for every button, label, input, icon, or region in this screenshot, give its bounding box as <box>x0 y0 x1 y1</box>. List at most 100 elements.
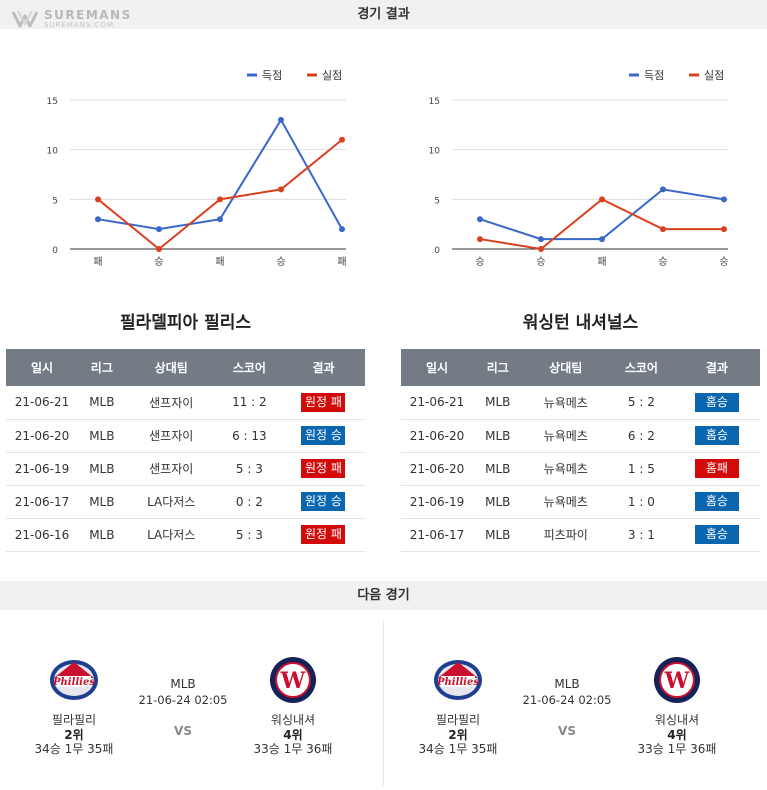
match-info: MLB 21-06-24 02:05 VS <box>517 676 617 738</box>
legend-label-conceded: 실점 <box>322 69 342 82</box>
row-opponent: 뉴욕메츠 <box>522 485 609 519</box>
x-tick-label: 승 <box>154 256 163 268</box>
divider <box>383 621 384 786</box>
legend-label-conceded: 실점 <box>704 69 724 82</box>
row-league: MLB <box>78 386 126 420</box>
table-row: 21-06-16 MLB LA다저스 5 : 3 원정 패 <box>6 518 365 552</box>
result-badge: 홈패 <box>694 459 739 478</box>
row-opponent: LA다저스 <box>125 518 217 552</box>
row-result: 원정 패 <box>281 386 365 420</box>
y-tick-label: 5 <box>52 196 58 206</box>
row-league: MLB <box>78 485 126 519</box>
row-date: 21-06-17 <box>401 518 473 552</box>
data-point-scored <box>156 226 162 233</box>
row-date: 21-06-20 <box>401 419 473 453</box>
row-result: 홈승 <box>673 386 760 420</box>
col-result: 결과 <box>673 349 760 386</box>
series-line-scored <box>97 117 343 231</box>
data-point-scored <box>217 216 223 223</box>
col-result: 결과 <box>281 349 365 386</box>
nationals-logo-icon: W <box>267 654 319 706</box>
y-tick-label: 10 <box>429 147 441 157</box>
home-team[interactable]: Phillies 필라필리 2위 34승 1무 35패 <box>398 654 518 756</box>
result-badge: 홈승 <box>694 426 739 445</box>
away-team[interactable]: W 워싱내셔 4위 33승 1무 36패 <box>617 654 737 756</box>
row-date: 21-06-19 <box>401 485 473 519</box>
result-badge: 원정 승 <box>301 426 346 445</box>
row-opponent: 샌프자이 <box>125 452 217 486</box>
away-team-record: 33승 1무 36패 <box>253 742 333 756</box>
y-tick-label: 15 <box>47 97 58 107</box>
home-team-record: 34승 1무 35패 <box>34 742 114 756</box>
table-row: 21-06-21 MLB 뉴욕메츠 5 : 2 홈승 <box>401 386 760 420</box>
svg-text:W: W <box>664 668 690 694</box>
row-date: 21-06-19 <box>6 452 78 486</box>
row-result: 원정 패 <box>281 518 365 552</box>
row-date: 21-06-17 <box>6 485 78 519</box>
brand-url: SUREMANS.COM <box>44 21 115 29</box>
next-match-card[interactable]: Phillies 필라필리 2위 34승 1무 35패 MLB 21-06-24… <box>384 640 767 790</box>
x-tick-label: 승 <box>719 256 728 268</box>
row-league: MLB <box>78 452 126 486</box>
result-badge: 원정 패 <box>301 392 346 412</box>
data-point-conceded <box>477 236 483 243</box>
phillies-logo-icon: Phillies <box>48 654 100 706</box>
recent-results-table-right: 일시 리그 상대팀 스코어 결과 21-06-21 MLB 뉴욕메츠 5 : 2 홈승 2… <box>401 349 760 552</box>
col-score: 스코어 <box>216 349 282 386</box>
brand-logo[interactable]: SUREMANS SUREMANS.COM <box>10 8 132 30</box>
vs-label: VS <box>558 724 576 738</box>
row-opponent: 뉴욕메츠 <box>522 419 609 453</box>
table-row: 21-06-20 MLB 샌프자이 6 : 13 원정 승 <box>6 419 365 453</box>
nationals-logo-icon: W <box>651 654 703 706</box>
data-point-scored <box>477 216 483 223</box>
y-tick-label: 10 <box>47 147 59 157</box>
col-opponent: 상대팀 <box>522 349 609 386</box>
home-team[interactable]: Phillies 필라필리 2위 34승 1무 35패 <box>14 654 134 756</box>
team-title-left: 필라델피아 필리스 <box>119 313 252 333</box>
row-score: 1 : 5 <box>608 452 674 486</box>
chart-right: 득점 실점 15 10 5 0 승 승 패 승 승 <box>390 58 760 288</box>
data-point-scored <box>721 196 727 203</box>
row-result: 홈승 <box>673 419 760 453</box>
home-team-rank: 2위 <box>64 728 84 742</box>
x-tick-label: 승 <box>658 256 667 268</box>
next-match-card[interactable]: Phillies 필라필리 2위 34승 1무 35패 MLB 21-06-24… <box>0 640 383 790</box>
svg-text:W: W <box>280 668 306 694</box>
row-league: MLB <box>473 518 523 552</box>
row-score: 5 : 3 <box>216 518 282 552</box>
row-date: 21-06-21 <box>6 386 78 420</box>
line-chart-left: 득점 실점 15 10 5 0 패 승 패 승 패 <box>47 69 347 268</box>
away-team-rank: 4위 <box>283 728 303 742</box>
row-date: 21-06-20 <box>6 419 78 453</box>
away-team-name: 워싱내셔 <box>654 713 700 727</box>
data-point-scored <box>538 236 544 243</box>
data-point-scored <box>95 216 101 223</box>
chart-legend: 득점 실점 <box>247 69 342 82</box>
row-result: 홈승 <box>673 518 760 552</box>
table-row: 21-06-19 MLB 뉴욕메츠 1 : 0 홈승 <box>401 485 760 519</box>
x-tick-label: 패 <box>93 256 102 268</box>
data-point-conceded <box>660 226 666 233</box>
home-team-rank: 2위 <box>448 728 468 742</box>
result-badge: 홈승 <box>694 525 739 544</box>
data-point-scored <box>278 116 284 123</box>
match-datetime: 21-06-24 02:05 <box>522 693 612 707</box>
col-opponent: 상대팀 <box>125 349 217 386</box>
data-point-conceded <box>599 196 605 203</box>
table-header-row: 일시 리그 상대팀 스코어 결과 <box>401 349 760 386</box>
results-section-title: 경기 결과 <box>357 7 410 22</box>
match-league: MLB <box>170 677 196 691</box>
away-team[interactable]: W 워싱내셔 4위 33승 1무 36패 <box>233 654 353 756</box>
table-row: 21-06-21 MLB 샌프자이 11 : 2 원정 패 <box>6 386 365 420</box>
chart-legend: 득점 실점 <box>629 69 724 82</box>
away-team-name: 워싱내셔 <box>270 713 316 727</box>
y-tick-label: 5 <box>434 196 440 206</box>
row-league: MLB <box>473 386 523 420</box>
results-section-header: 경기 결과 <box>0 0 767 29</box>
result-badge: 원정 패 <box>301 525 346 544</box>
x-tick-label: 승 <box>536 256 545 268</box>
row-score: 1 : 0 <box>608 485 674 519</box>
match-datetime: 21-06-24 02:05 <box>138 693 228 707</box>
row-league: MLB <box>473 452 523 486</box>
row-opponent: 샌프자이 <box>125 419 217 453</box>
